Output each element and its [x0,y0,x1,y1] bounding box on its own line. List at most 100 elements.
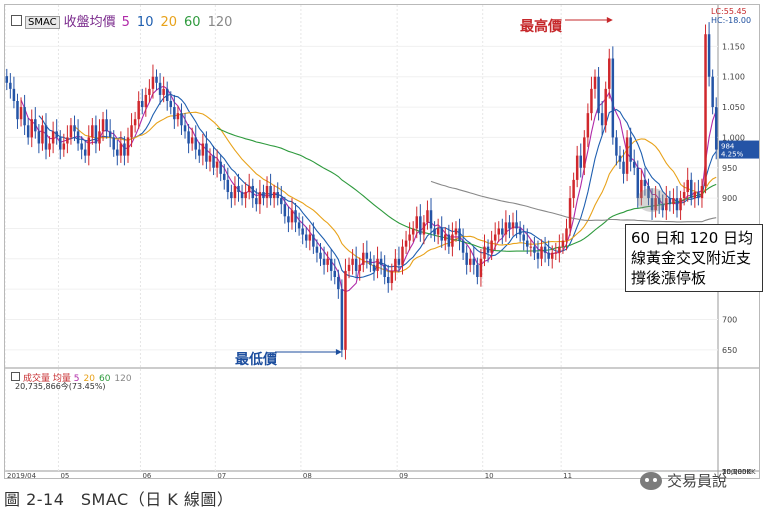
candle-body [59,137,62,150]
candle-body [344,270,347,350]
candle-body [508,222,511,229]
candle-body [486,246,490,253]
candle-body [162,88,165,95]
candle-body [233,185,237,199]
legend-checkbox[interactable] [11,15,22,26]
candle-body [383,264,386,277]
candle-body [458,228,461,241]
candle-body [394,258,397,271]
candle-body [558,246,561,253]
candle-body [415,216,419,229]
candle-body [329,258,333,271]
candle-body [647,185,650,199]
ma120-line [430,180,717,223]
figure-caption: 圖 2-14 SMAC（日 K 線圖） [4,490,234,509]
candle-body [650,198,654,211]
candle-body [522,234,525,241]
candle-body [608,58,611,89]
corner-lc: LC:55.45 [711,7,747,16]
y-tick-label: 700 [722,315,737,324]
candlestick-chart: 2019/04 05 06 07 08 09 10 11 1.150 1.100 1.050 1.00… [5,5,759,478]
volume-tick-label: 20,735K [722,468,751,476]
candle-body [411,228,415,235]
candle-body [518,228,522,235]
candle-body [87,137,91,156]
candle-body [208,155,212,162]
candle-body [597,76,600,114]
candle-body [579,155,582,168]
candle-body [479,258,483,277]
candle-body [294,210,297,223]
candle-body [379,258,383,265]
candle-body [240,192,244,199]
candle-body [572,179,575,199]
candle-body [265,185,269,199]
candle-body [94,125,98,144]
candle-body [611,58,615,138]
candle-body [247,185,251,193]
last-price-value: 984 [721,143,735,151]
candle-body [66,137,69,144]
last-change-value: 4.25% [721,151,744,159]
candle-body [490,240,493,253]
candle-body [426,210,429,223]
candle-body [312,234,315,247]
volume-legend-checkbox[interactable] [11,372,20,381]
candle-body [276,192,279,199]
candle-body [451,234,454,247]
candle-body [422,222,426,235]
corner-hc: HC:-18.00 [711,16,752,25]
candle-body [230,192,233,199]
candle-body [301,228,304,235]
candle-body [550,252,554,259]
candle-body [198,149,201,156]
candle-body [83,149,87,156]
candle-body [672,198,675,205]
candle-body [697,192,700,199]
candle-body [593,76,597,89]
candle-body [315,246,319,253]
y-tick-label: 1.000 [722,133,745,142]
legend-ma-60: 60 [184,15,201,30]
candle-body [347,264,351,271]
candle-body [536,252,540,259]
candle-body [48,143,51,150]
legend-ma-5: 5 [121,15,130,30]
candle-body [34,119,37,132]
candle-body [526,240,529,247]
candle-body [337,277,340,290]
candle-body [590,88,593,114]
candle-body [16,101,19,120]
candle-body [604,88,607,126]
candle-body [98,131,101,144]
candle-body [483,246,486,259]
volume-pct-label: 73.45% [722,477,749,478]
high-price-label: 最高價 [520,19,562,35]
volume-legend-ma-120: 120 [114,374,132,384]
candle-body [205,143,208,162]
volume-tick-label: 75,000K [722,468,751,476]
candle-body [401,246,404,265]
candle-body [600,113,604,126]
candle-body [319,252,322,259]
candle-body [190,137,194,144]
candle-body [636,167,640,199]
candle-body [362,252,365,265]
chart-legend: SMAC 收盤均價 5 10 20 60 120 [11,11,239,30]
candle-body [144,94,148,108]
candle-body [386,277,390,284]
candle-body [340,289,344,350]
candle-body [19,107,23,120]
candle-body [454,228,458,235]
candle-body [91,125,94,138]
candle-body [583,137,586,168]
ma5-line [20,85,717,293]
candle-body [12,88,16,101]
y-tick-label: 1.050 [722,103,745,112]
volume-tick-label: 50,000K [722,468,751,476]
candle-body [297,222,301,229]
legend-ma-list: 5 10 20 60 120 [122,15,240,30]
legend-ma-10: 10 [136,15,154,30]
candle-body [69,125,73,138]
candle-body [625,137,629,174]
